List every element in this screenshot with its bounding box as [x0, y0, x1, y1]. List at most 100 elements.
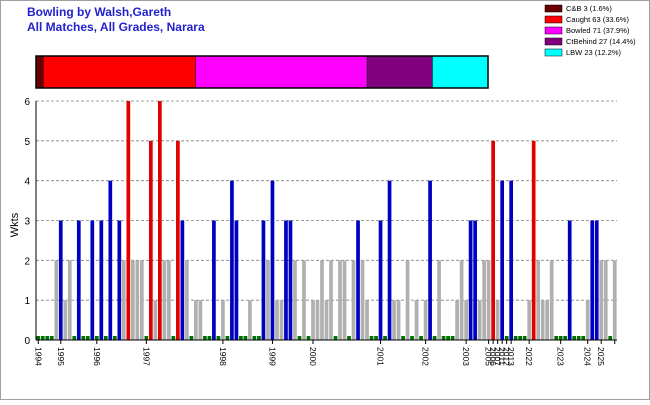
bar: [275, 300, 279, 340]
bar: [374, 336, 378, 340]
bar: [85, 336, 90, 340]
bar: [383, 336, 387, 340]
bar: [270, 180, 275, 340]
bar: [522, 336, 527, 340]
bar: [239, 336, 243, 340]
bar: [572, 336, 577, 340]
y-tick-label: 3: [24, 217, 30, 228]
x-tick-label: 1997: [141, 347, 151, 366]
y-tick-label: 2: [24, 256, 30, 267]
bar: [459, 260, 464, 340]
y-tick-label: 5: [24, 137, 30, 148]
legend-label: LBW 23 (12.2%): [566, 48, 622, 57]
bar: [243, 336, 248, 340]
bar: [54, 260, 59, 340]
bar: [608, 336, 613, 340]
bar: [473, 220, 477, 340]
bar: [279, 300, 284, 340]
segment: [43, 55, 196, 89]
x-tick-label: 2023: [556, 347, 566, 366]
x-tick-label: 2006: [488, 347, 498, 366]
legend-label: C&B 3 (1.6%): [566, 4, 612, 13]
y-axis-label: Wkts: [9, 212, 21, 237]
bar: [423, 300, 428, 340]
legend-swatch: [544, 26, 563, 35]
bar: [464, 300, 468, 340]
bar: [432, 336, 437, 340]
bar: [257, 336, 261, 340]
bar: [401, 336, 405, 340]
bar: [351, 260, 356, 340]
bar: [234, 220, 239, 340]
bar: [176, 140, 180, 340]
bar: [248, 300, 252, 340]
bar: [320, 260, 324, 340]
bar: [266, 260, 270, 340]
y-tick-label: 0: [24, 336, 30, 347]
chart-subtitle: All Matches, All Grades, Narara: [27, 20, 205, 34]
bar: [540, 300, 545, 340]
bar: [518, 336, 523, 340]
y-tick-label: 6: [24, 97, 30, 108]
x-tick-label: 1995: [56, 347, 66, 366]
legend-label: Bowled 71 (37.9%): [566, 26, 630, 35]
legend-swatch: [544, 48, 563, 57]
bar: [513, 336, 518, 340]
x-tick-label: 1994: [33, 347, 43, 366]
bar: [40, 336, 45, 340]
bar: [405, 260, 410, 340]
bar: [396, 300, 401, 340]
bar: [261, 220, 266, 340]
bar: [212, 220, 216, 340]
bar: [414, 300, 419, 340]
bar: [477, 300, 482, 340]
bar: [139, 260, 144, 340]
legend-label: CtBehind 27 (14.4%): [566, 37, 636, 46]
bar: [527, 300, 532, 340]
bar: [333, 336, 338, 340]
bar: [504, 336, 509, 340]
bar: [284, 220, 288, 340]
x-tick-label: 2001: [376, 347, 386, 366]
bar: [302, 260, 306, 340]
bar: [450, 336, 455, 340]
bar: [49, 336, 54, 340]
bar: [185, 260, 189, 340]
bar: [468, 220, 473, 340]
bar: [130, 260, 135, 340]
bar: [428, 180, 432, 340]
bar: [99, 220, 104, 340]
bar: [365, 300, 369, 340]
chart-title: Bowling by Walsh,Gareth: [27, 5, 171, 19]
x-tick-label: 2022: [524, 347, 534, 366]
bar: [324, 300, 329, 340]
bar: [446, 336, 450, 340]
bar: [153, 300, 158, 340]
bar: [347, 336, 351, 340]
bar: [437, 260, 441, 340]
x-tick-label: 1999: [267, 347, 277, 366]
legend-label: Caught 63 (33.6%): [566, 15, 629, 24]
bar: [167, 260, 171, 340]
bar: [76, 220, 81, 340]
bar: [311, 300, 315, 340]
bar: [563, 336, 568, 340]
bar: [162, 260, 167, 340]
bar: [536, 260, 541, 340]
bar: [135, 260, 140, 340]
bar: [306, 336, 311, 340]
bar: [216, 336, 221, 340]
x-tick-label: 2025: [596, 347, 606, 366]
segment: [195, 55, 368, 89]
bar: [491, 140, 495, 340]
bar: [45, 336, 50, 340]
bar: [203, 336, 207, 340]
bar: [576, 336, 581, 340]
bar: [558, 336, 563, 340]
segment: [366, 55, 433, 89]
bar: [81, 336, 86, 340]
bar: [180, 220, 185, 340]
bar: [252, 336, 257, 340]
bar: [171, 336, 176, 340]
